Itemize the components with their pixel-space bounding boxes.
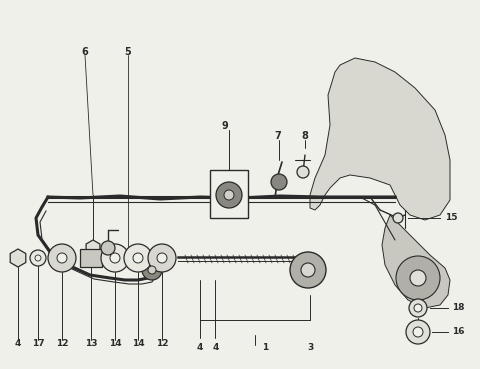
Circle shape [48,244,76,272]
Text: 18: 18 [452,303,465,313]
Circle shape [148,244,176,272]
Circle shape [124,244,152,272]
Circle shape [30,250,46,266]
Text: 3: 3 [307,344,313,352]
Text: 12: 12 [156,339,168,348]
Text: 14: 14 [108,339,121,348]
Circle shape [409,299,427,317]
Text: 11: 11 [223,187,235,197]
Text: 9: 9 [222,121,228,131]
Circle shape [396,256,440,300]
Circle shape [216,182,242,208]
Circle shape [133,253,143,263]
Circle shape [410,270,426,286]
Text: 1: 1 [262,344,268,352]
Circle shape [157,253,167,263]
Circle shape [290,252,326,288]
Circle shape [148,266,156,274]
Circle shape [142,260,162,280]
Circle shape [224,190,234,200]
Circle shape [35,255,41,261]
Circle shape [57,253,67,263]
Circle shape [414,304,422,312]
Circle shape [406,320,430,344]
Circle shape [101,244,129,272]
Text: 15: 15 [445,214,457,223]
Text: 5: 5 [125,47,132,57]
Text: 17: 17 [32,339,44,348]
Circle shape [297,166,309,178]
Text: 13: 13 [85,339,97,348]
Text: 14: 14 [132,339,144,348]
Text: 8: 8 [301,131,309,141]
Bar [80,249,102,267]
Bar [210,170,248,218]
Circle shape [110,253,120,263]
Circle shape [301,263,315,277]
Circle shape [271,174,287,190]
Circle shape [413,327,423,337]
Circle shape [393,213,403,223]
Circle shape [101,241,115,255]
Text: 4: 4 [15,339,21,348]
Text: 4: 4 [197,344,203,352]
Text: 4: 4 [213,344,219,352]
Text: 7: 7 [275,131,281,141]
Polygon shape [310,58,450,220]
Text: 6: 6 [82,47,88,57]
Text: 16: 16 [452,328,465,337]
Text: 12: 12 [56,339,68,348]
Polygon shape [382,215,450,308]
